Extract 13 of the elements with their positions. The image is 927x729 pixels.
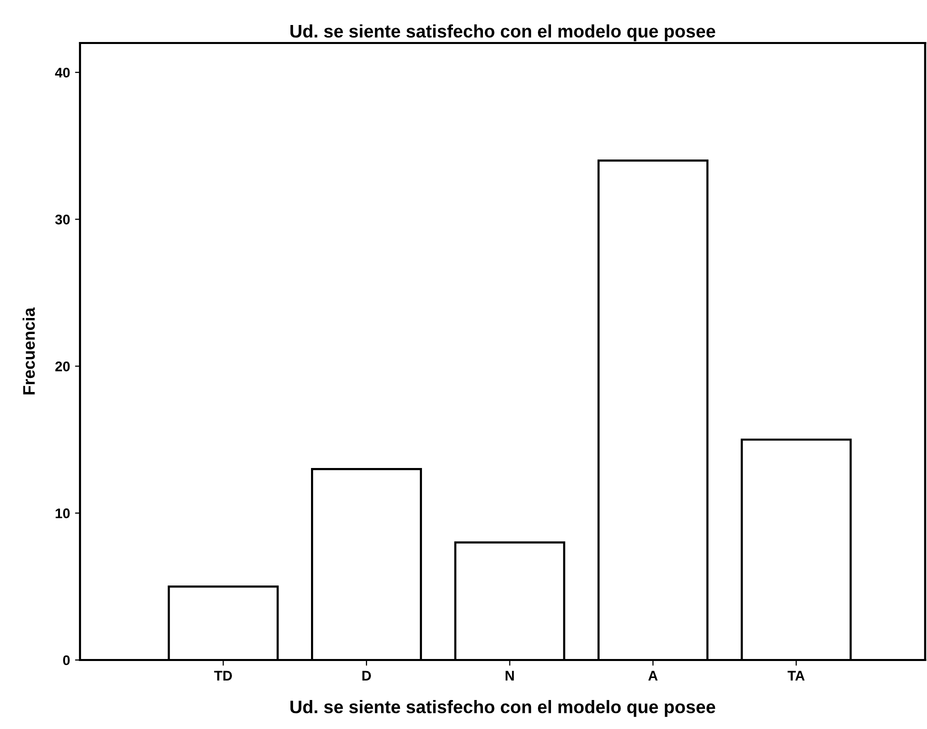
y-tick-label: 10 [56, 508, 70, 518]
x-tick-label: N [506, 670, 514, 680]
x-tick-label: TD [214, 670, 232, 680]
y-tick-label: 0 [63, 655, 70, 666]
x-tick-label: D [362, 670, 371, 680]
x-axis-title: Ud. se siente satisfecho con el modelo que posee [290, 700, 716, 717]
x-tick-label: A [648, 670, 658, 680]
chart-title: Ud. se siente satisfecho con el modelo que posee [290, 24, 716, 42]
y-tick-label: 20 [55, 362, 70, 372]
y-tick-label: 40 [55, 68, 70, 78]
y-axis-title: Frecuencia [22, 307, 35, 394]
x-tick-label: TA [788, 670, 805, 680]
y-tick-label: 30 [55, 214, 70, 224]
